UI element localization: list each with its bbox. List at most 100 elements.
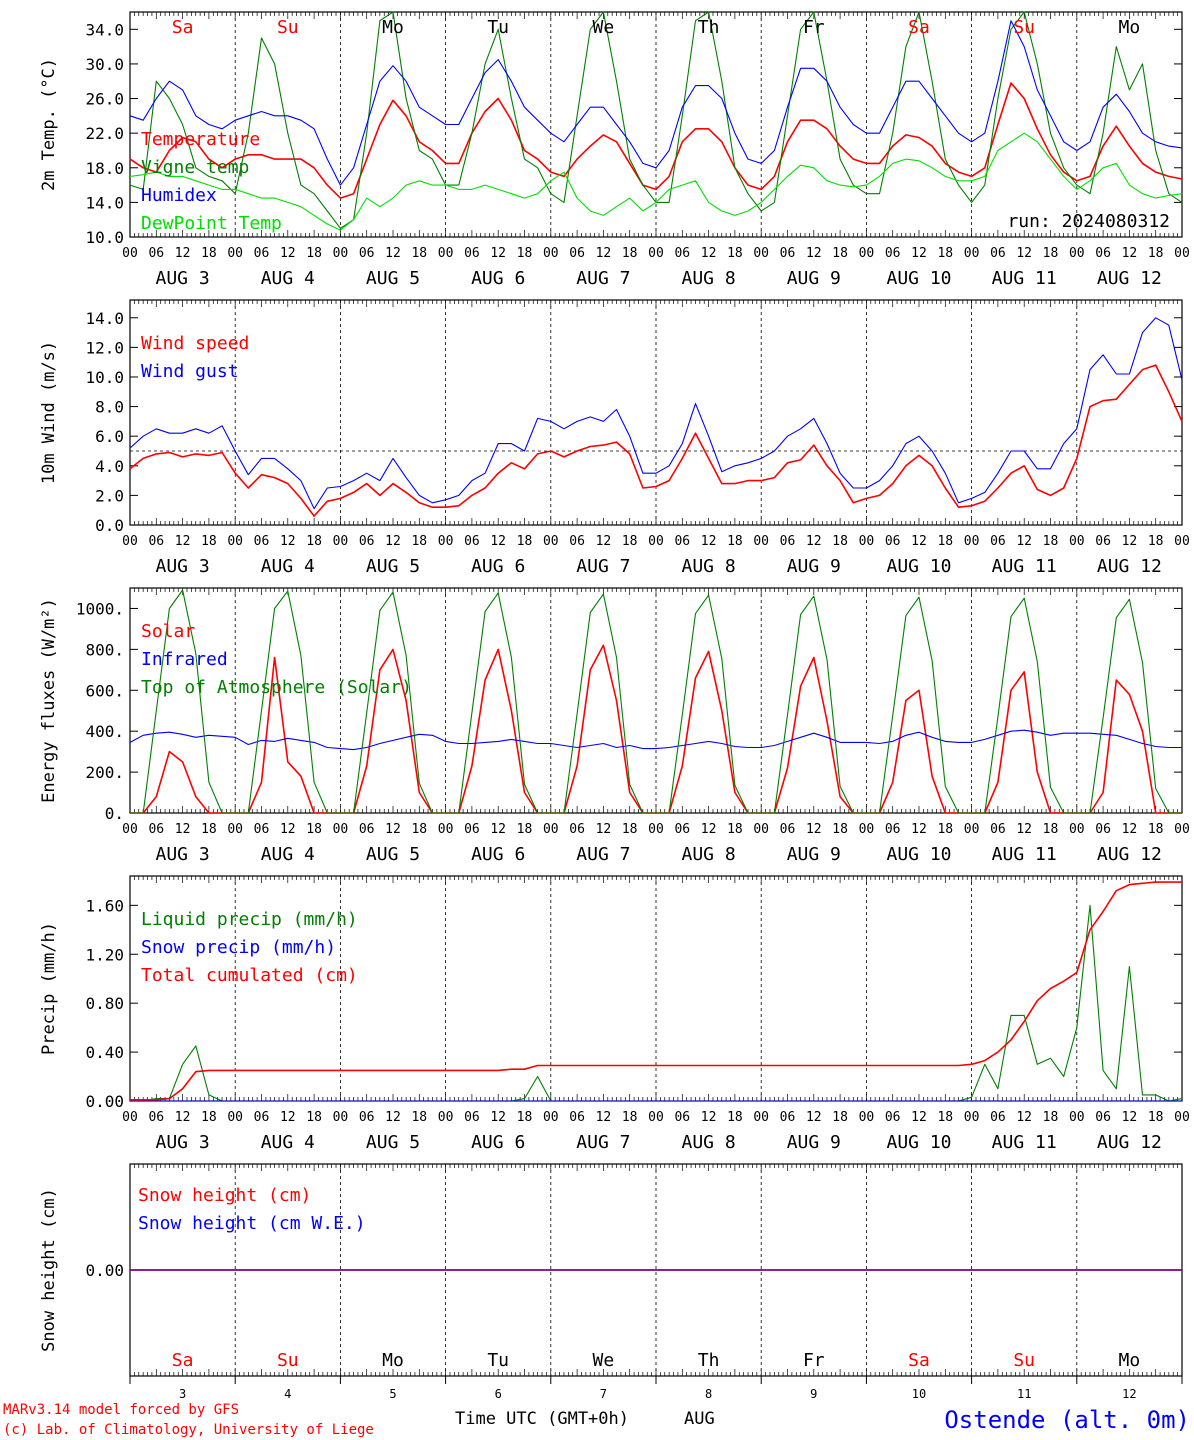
energy-legend-entry: Top of Atmosphere (Solar) — [141, 677, 412, 698]
temperature-hour-tick-label: 12 — [911, 246, 927, 261]
energy-hour-tick-label: 12 — [806, 822, 822, 837]
precip-hour-tick-label: 00 — [543, 1110, 559, 1125]
day-number-label: 5 — [389, 1387, 396, 1401]
precip-hour-tick-label: 06 — [1095, 1110, 1111, 1125]
wind-hour-tick-label: 12 — [175, 534, 191, 549]
energy-date-label: AUG 5 — [366, 844, 420, 865]
energy-hour-tick-label: 06 — [885, 822, 901, 837]
precip-date-label: AUG 4 — [261, 1132, 315, 1153]
energy-hour-tick-label: 00 — [753, 822, 769, 837]
precip-hour-tick-label: 00 — [859, 1110, 875, 1125]
wind-hour-tick-label: 12 — [1122, 534, 1138, 549]
temperature-hour-tick-label: 00 — [333, 246, 349, 261]
snow-y-axis-label: Snow height (cm) — [39, 1188, 59, 1352]
energy-frame — [129, 587, 1183, 814]
wind-hour-tick-label: 18 — [937, 534, 953, 549]
precip-hour-tick-label: 06 — [464, 1110, 480, 1125]
precip-hour-tick-label: 12 — [490, 1110, 506, 1125]
energy-hour-tick-label: 00 — [964, 822, 980, 837]
temperature-y-tick-label: 14.0 — [85, 193, 124, 212]
energy-series-line — [129, 729, 1182, 751]
energy-y-axis-label: Energy fluxes (W/m²) — [39, 598, 59, 803]
temperature-series-line — [129, 20, 1183, 186]
precip-y-tick-label: 1.20 — [85, 945, 124, 964]
wind-date-label: AUG 7 — [576, 556, 630, 577]
energy-hour-tick-label: 00 — [859, 822, 875, 837]
temperature-hour-tick-label: 06 — [148, 246, 164, 261]
day-abbr-label: Tu — [487, 17, 509, 38]
energy-hour-tick-label: 18 — [411, 822, 427, 837]
energy-hour-tick-label: 06 — [990, 822, 1006, 837]
model-credit: MARv3.14 model forced by GFS — [3, 1402, 239, 1418]
temperature-hour-tick-label: 18 — [727, 246, 743, 261]
temperature-date-label: AUG 10 — [886, 268, 951, 289]
chart-panels: 10.014.018.022.026.030.034.02m Temp. (°C… — [39, 11, 1190, 1401]
precip-date-label: AUG 12 — [1097, 1132, 1162, 1153]
wind-hour-tick-label: 12 — [911, 534, 927, 549]
wind-hour-tick-label: 06 — [464, 534, 480, 549]
wind-y-tick-label: 14.0 — [85, 309, 124, 328]
wind-hour-tick-label: 12 — [806, 534, 822, 549]
wind-date-label: AUG 8 — [682, 556, 736, 577]
energy-hour-tick-label: 12 — [596, 822, 612, 837]
precip-legend-entry: Liquid precip (mm/h) — [141, 909, 358, 930]
precip-hour-tick-label: 00 — [964, 1110, 980, 1125]
energy-legend-entry: Infrared — [141, 649, 228, 670]
wind-hour-tick-label: 18 — [201, 534, 217, 549]
energy-y-tick-label: 800. — [85, 640, 124, 659]
temperature-date-label: AUG 6 — [471, 268, 525, 289]
precip-hour-tick-label: 18 — [1043, 1110, 1059, 1125]
wind-date-label: AUG 4 — [261, 556, 315, 577]
precip-hour-tick-label: 06 — [990, 1110, 1006, 1125]
precip-date-label: AUG 9 — [787, 1132, 841, 1153]
energy-hour-tick-label: 00 — [438, 822, 454, 837]
temperature-legend-entry: Vigne temp — [141, 157, 249, 178]
run-label: run: 2024080312 — [1007, 211, 1170, 232]
energy-hour-tick-label: 00 — [543, 822, 559, 837]
wind-y-tick-label: 0.0 — [95, 516, 124, 535]
precip-legend-entry: Snow precip (mm/h) — [141, 937, 336, 958]
temperature-hour-tick-label: 06 — [254, 246, 270, 261]
wind-y-tick-label: 10.0 — [85, 368, 124, 387]
temperature-series-line — [129, 132, 1183, 231]
wind-hour-tick-label: 00 — [648, 534, 664, 549]
temperature-hour-tick-label: 12 — [175, 246, 191, 261]
lab-credit: (c) Lab. of Climatology, University of L… — [3, 1422, 374, 1438]
day-abbr-label: Fr — [803, 17, 825, 38]
precip-legend-entry: Total cumulated (cm) — [141, 965, 358, 986]
precip-hour-tick-label: 18 — [517, 1110, 533, 1125]
precip-hour-tick-label: 06 — [780, 1110, 796, 1125]
wind-date-label: AUG 9 — [787, 556, 841, 577]
temperature-legend-entry: Humidex — [141, 185, 217, 206]
precip-date-label: AUG 7 — [576, 1132, 630, 1153]
energy-hour-tick-label: 06 — [359, 822, 375, 837]
day-abbr-label: Mo — [382, 1350, 404, 1371]
temperature-hour-tick-label: 18 — [306, 246, 322, 261]
temperature-hour-tick-label: 00 — [1069, 246, 1085, 261]
temperature-date-label: AUG 12 — [1097, 268, 1162, 289]
temperature-hour-tick-label: 18 — [622, 246, 638, 261]
day-abbr-label: Mo — [1119, 1350, 1141, 1371]
energy-hour-tick-label: 06 — [254, 822, 270, 837]
temperature-date-label: AUG 11 — [992, 268, 1057, 289]
temperature-hour-tick-label: 06 — [569, 246, 585, 261]
precip-hour-tick-label: 18 — [727, 1110, 743, 1125]
precip-hour-tick-label: 12 — [385, 1110, 401, 1125]
wind-hour-tick-label: 00 — [859, 534, 875, 549]
precip-hour-tick-label: 12 — [911, 1110, 927, 1125]
energy-hour-tick-label: 00 — [122, 822, 138, 837]
snow-legend-entry: Snow height (cm W.E.) — [138, 1213, 366, 1234]
energy-hour-tick-label: 18 — [306, 822, 322, 837]
station-name: Ostende (alt. 0m) — [944, 1406, 1190, 1434]
wind-y-tick-label: 4.0 — [95, 457, 124, 476]
energy-legend-entry: Solar — [141, 621, 195, 642]
day-number-label: 12 — [1122, 1387, 1136, 1401]
energy-hour-tick-label: 12 — [1122, 822, 1138, 837]
energy-hour-tick-label: 06 — [780, 822, 796, 837]
panel-snow: 0.00 Snow height (cm) Snow height (cm) Snow… — [39, 1163, 1183, 1401]
day-abbr-label: Tu — [487, 1350, 509, 1371]
energy-hour-tick-label: 00 — [227, 822, 243, 837]
temperature-hour-tick-label: 00 — [859, 246, 875, 261]
temperature-hour-tick-label: 12 — [1016, 246, 1032, 261]
precip-hour-tick-label: 06 — [885, 1110, 901, 1125]
